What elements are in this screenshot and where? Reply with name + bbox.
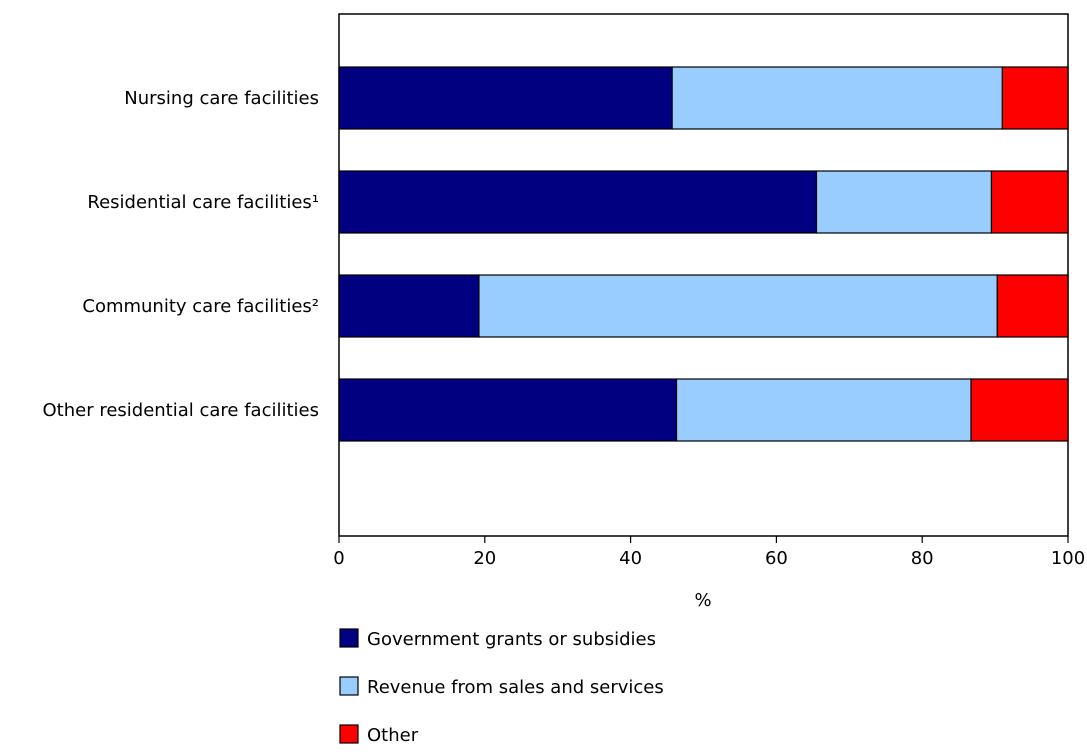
x-axis-label: %: [694, 590, 711, 611]
x-axis-ticks: 0 20 40 60 80 100: [333, 536, 1085, 569]
x-tick-label: 20: [473, 548, 496, 569]
legend-swatch: [339, 676, 359, 696]
bar-segment: [338, 274, 480, 338]
x-tick-label: 60: [765, 548, 788, 569]
category-label: Nursing care facilities: [124, 88, 319, 109]
bar-segment: [1001, 66, 1069, 130]
bar-segment: [996, 274, 1069, 338]
x-tick-label: 40: [619, 548, 642, 569]
legend-label: Other: [367, 725, 419, 746]
bar-segment: [970, 378, 1069, 442]
x-tick-label: 80: [911, 548, 934, 569]
bar-segment: [815, 170, 993, 234]
legend-label: Revenue from sales and services: [367, 677, 664, 698]
category-label: Community care facilities²: [82, 296, 319, 317]
category-labels: Nursing care facilities Residential care …: [42, 88, 319, 421]
bar-segment: [338, 66, 673, 130]
bar-segment: [478, 274, 998, 338]
bar-segment: [990, 170, 1069, 234]
bars-layer: [338, 66, 1069, 442]
legend-swatch: [339, 628, 359, 648]
x-tick-label: 0: [333, 548, 344, 569]
category-label: Residential care facilities¹: [87, 192, 319, 213]
bar-segment: [338, 170, 818, 234]
legend-label: Government grants or subsidies: [367, 629, 656, 650]
legend-swatch: [339, 724, 359, 744]
bar-segment: [675, 378, 972, 442]
bar-segment: [671, 66, 1003, 130]
category-label: Other residential care facilities: [42, 400, 319, 421]
legend: Government grants or subsidies Revenue fr…: [339, 628, 664, 746]
bar-segment: [338, 378, 678, 442]
x-tick-label: 100: [1051, 548, 1085, 569]
